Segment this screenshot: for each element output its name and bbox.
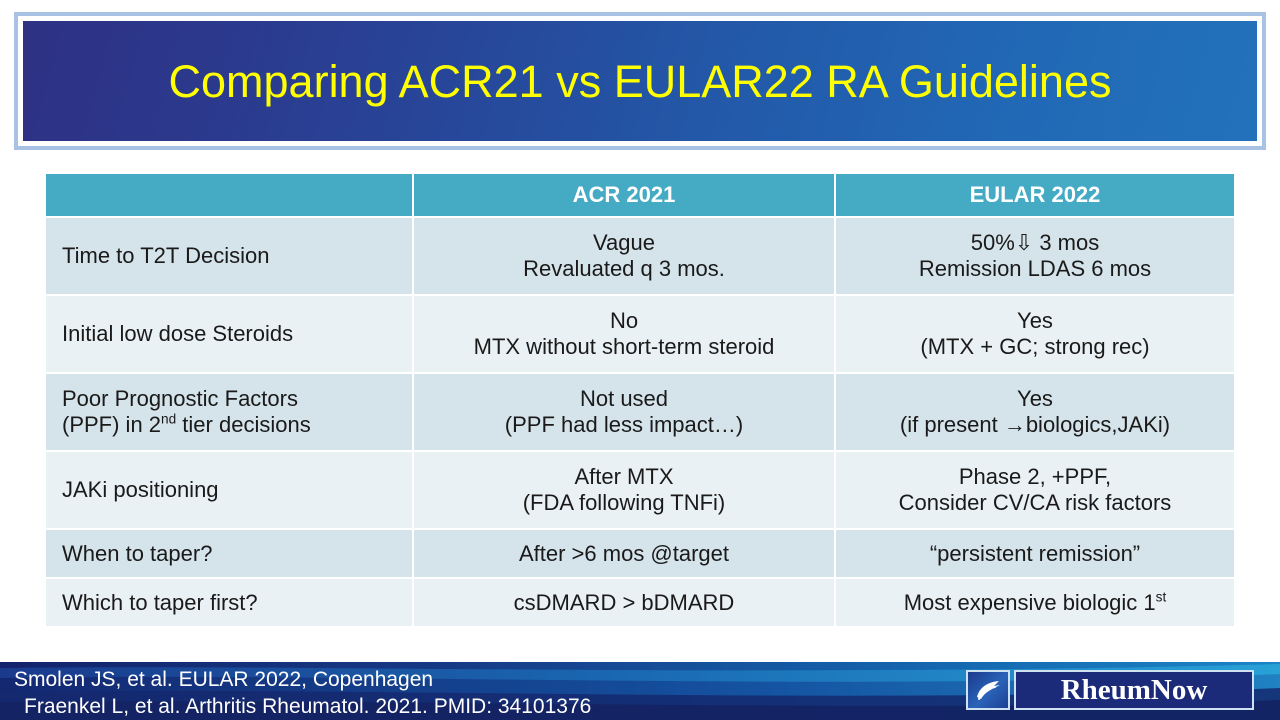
row-label-line-1: Poor Prognostic Factors [62,386,298,412]
row-label-jaki-positioning: JAKi positioning [46,452,414,530]
cell-line-2: (MTX + GC; strong rec) [920,334,1150,359]
cell-acr-time-to-t2t: Vague Revaluated q 3 mos. [414,218,836,296]
label-pre: (PPF) in 2 [62,412,162,437]
title-banner-frame: Comparing ACR21 vs EULAR22 RA Guidelines [14,12,1266,150]
citation-line-1: Smolen JS, et al. EULAR 2022, Copenhagen [14,668,434,691]
cell-line-1: Phase 2, +PPF, [958,464,1112,490]
rheumnow-wordmark: Rheum Now [1014,670,1254,710]
rheumnow-swoosh-icon [966,670,1010,710]
cell-line-1: Vague [593,230,655,256]
cell-text: Most expensive biologic 1 [903,589,1156,615]
cell-eular-steroids: Yes (MTX + GC; strong rec) [836,296,1234,374]
cell-line-2: Revaluated q 3 mos. [523,256,725,281]
cell-acr-jaki: After MTX (FDA following TNFi) [414,452,836,530]
ordinal-suffix: st [1155,589,1167,605]
table-row: JAKi positioning After MTX (FDA followin… [46,452,1234,530]
table-row: Which to taper first? csDMARD > bDMARD M… [46,579,1234,628]
logo-text-now: Now [1150,673,1208,706]
row-label-line-2: (PPF) in 2nd tier decisions [62,412,406,438]
cell-line-2: (if present →biologics,JAKi) [899,412,1171,437]
cell-line-1: 50%⇩ 3 mos [970,230,1100,256]
row-label-when-to-taper: When to taper? [46,530,414,579]
citation-block: Smolen JS, et al. EULAR 2022, Copenhagen… [14,666,591,720]
cell-acr-steroids: No MTX without short-term steroid [414,296,836,374]
cell-line-2: (PPF had less impact…) [504,412,744,437]
cell-line-2: MTX without short-term steroid [473,334,775,359]
ordinal-suffix: nd [161,411,177,427]
table-row: When to taper? After >6 mos @target “per… [46,530,1234,579]
cell-line-1: Yes [1017,386,1053,412]
cell-line-1: No [609,308,639,334]
cell-acr-when-to-taper: After >6 mos @target [414,530,836,579]
column-header-eular-2022: EULAR 2022 [836,174,1234,218]
cell-eular-when-to-taper: “persistent remission” [836,530,1234,579]
logo-text-rheum: Rheum [1060,673,1151,706]
row-label-poor-prognostic-factors: Poor Prognostic Factors (PPF) in 2nd tie… [46,374,414,452]
cell-acr-which-to-taper-first: csDMARD > bDMARD [414,579,836,628]
cell-line-1: Not used [579,386,669,412]
row-label-which-to-taper-first: Which to taper first? [46,579,414,628]
cell-eular-time-to-t2t: 50%⇩ 3 mos Remission LDAS 6 mos [836,218,1234,296]
rheumnow-logo[interactable]: Rheum Now [966,668,1254,712]
comparison-table: ACR 2021 EULAR 2022 Time to T2T Decision… [46,174,1234,628]
cell-line-2: Remission LDAS 6 mos [918,256,1152,281]
row-label-time-to-t2t: Time to T2T Decision [46,218,414,296]
cell-line-1: After MTX [574,464,674,490]
page-title: Comparing ACR21 vs EULAR22 RA Guidelines [168,55,1112,107]
citation-line-2: Fraenkel L, et al. Arthritis Rheumatol. … [24,695,592,719]
cell-eular-which-to-taper-first: Most expensive biologic 1st [836,579,1234,628]
cell-acr-ppf: Not used (PPF had less impact…) [414,374,836,452]
cell-line-2: (FDA following TNFi) [522,490,726,515]
cell-line-1: Yes [1017,308,1053,334]
cell-line-2: Consider CV/CA risk factors [898,490,1172,515]
cell-eular-ppf: Yes (if present →biologics,JAKi) [836,374,1234,452]
table-header-row: ACR 2021 EULAR 2022 [46,174,1234,218]
column-header-topic [46,174,414,218]
row-label-initial-low-dose-steroids: Initial low dose Steroids [46,296,414,374]
title-banner: Comparing ACR21 vs EULAR22 RA Guidelines [23,21,1257,141]
column-header-acr-2021: ACR 2021 [414,174,836,218]
label-post: tier decisions [176,412,311,437]
table-row: Initial low dose Steroids No MTX without… [46,296,1234,374]
cell-eular-jaki: Phase 2, +PPF, Consider CV/CA risk facto… [836,452,1234,530]
table-row: Time to T2T Decision Vague Revaluated q … [46,218,1234,296]
table-row: Poor Prognostic Factors (PPF) in 2nd tie… [46,374,1234,452]
